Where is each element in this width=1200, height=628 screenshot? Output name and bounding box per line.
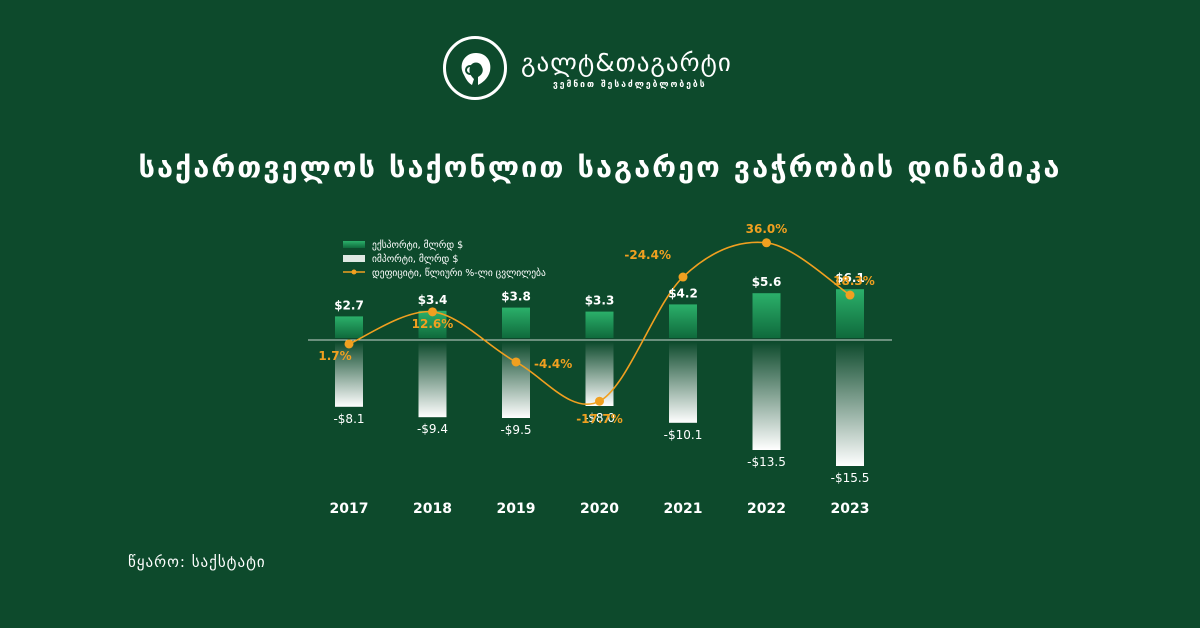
year-tick-label: 2018 [413,501,452,517]
deficit-point [762,238,771,248]
export-value-label: $5.6 [752,275,782,289]
deficit-point [344,339,354,349]
import-bar [418,342,447,418]
import-value-label: -$13.5 [747,455,786,469]
page-title: საქართველოს საქონლით საგარეო ვაჭრობის დი… [138,150,1062,184]
deficit-point [428,307,437,317]
deficit-value-label: -17.7% [576,412,623,426]
legend-import-label: იმპორტი, მლრდ $ [372,254,458,265]
import-value-label: -$9.4 [417,422,448,436]
export-bar [335,316,363,338]
logo-tagline: ვემნით შესაძლებლობებს [553,80,707,90]
source-note: წყარო: საქსტატი [128,553,266,571]
import-value-label: -$10.1 [664,428,703,442]
deficit-point [678,272,688,282]
year-tick-label: 2017 [330,501,369,517]
year-tick-label: 2020 [580,501,619,517]
export-value-label: $3.8 [501,290,531,304]
import-value-label: -$8.1 [333,412,364,426]
export-bar [752,293,781,338]
ram-emblem-icon [443,36,507,100]
legend-export-label: ექსპორტი, მლრდ $ [372,240,463,251]
legend-export-swatch [343,241,365,248]
import-value-label: -$8.0 [584,411,615,425]
import-value-label: -$15.5 [831,471,870,485]
export-value-label: $2.7 [334,298,364,312]
export-bar [669,304,697,338]
deficit-value-label: -4.4% [534,357,572,371]
import-bar [585,342,614,406]
export-value-label: $3.4 [418,293,448,307]
year-tick-label: 2023 [831,501,870,517]
export-bar [585,311,614,338]
logo-name: გალტ&თაგარტი [521,48,732,77]
year-tick-label: 2021 [664,501,703,517]
deficit-value-label: -24.4% [624,248,671,262]
export-bar [502,307,530,338]
export-value-label: $3.3 [585,294,615,308]
deficit-value-label: 12.6% [412,317,454,331]
import-bar [752,342,781,450]
export-value-label: $6.1 [835,271,865,285]
deficit-value-label: 1.7% [318,349,351,363]
legend-deficit-marker [351,269,357,275]
import-bar [669,342,697,423]
year-tick-label: 2022 [747,501,786,517]
export-value-label: $4.2 [668,286,698,300]
company-logo: გალტ&თაგარტი ვემნით შესაძლებლობებს [443,36,773,106]
legend-import-swatch [343,255,365,262]
deficit-value-label: 36.0% [746,222,788,236]
import-bar [335,342,363,407]
deficit-point [845,290,855,300]
import-value-label: -$9.5 [500,423,531,437]
chart-legend: ექსპორტი, მლრდ $ იმპორტი, მლრდ $ დეფიციტი,… [343,240,546,279]
year-tick-label: 2019 [497,501,536,517]
import-bar [502,342,530,418]
legend-deficit-label: დეფიციტი, წლიური %-ლი ცვლილება [372,268,546,279]
import-bar [836,342,864,466]
deficit-value-label: 18.3% [833,274,875,288]
deficit-point [511,357,521,367]
deficit-point [595,396,604,406]
